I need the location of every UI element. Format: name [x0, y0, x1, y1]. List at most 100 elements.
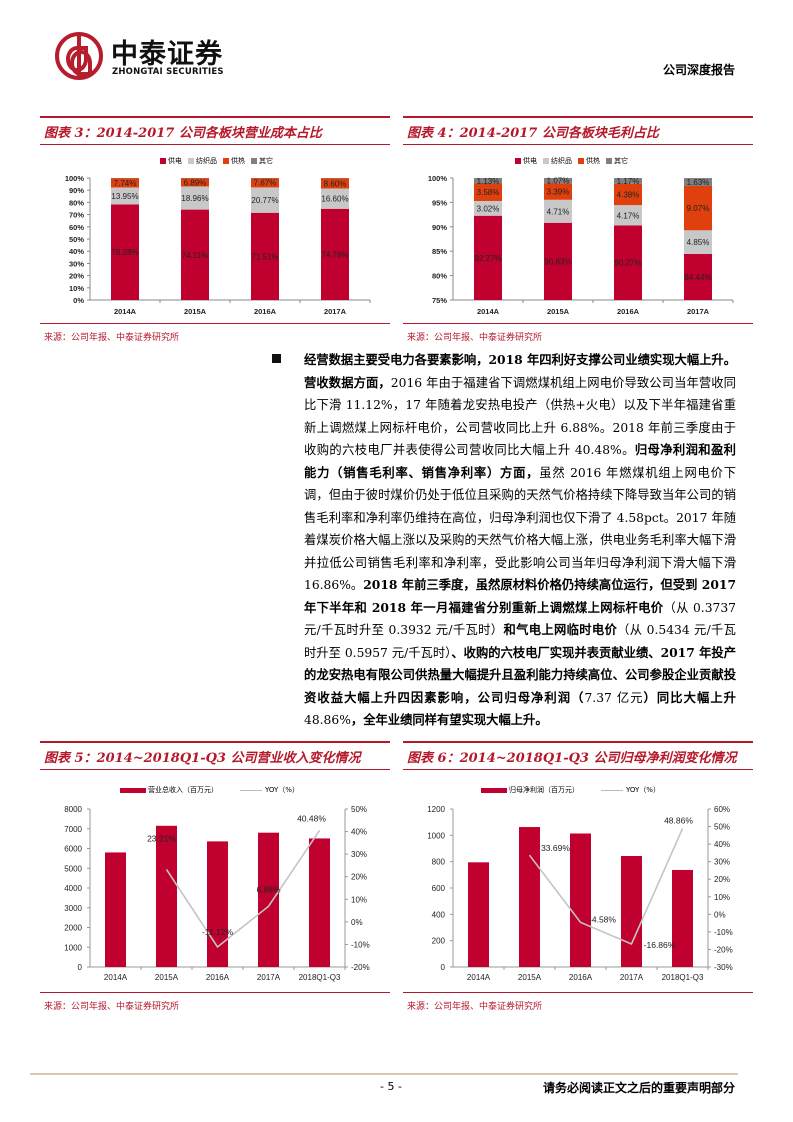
- body-text: （从 0.3737 元/千瓦时升至 0.3932 元/千瓦时）: [304, 600, 736, 638]
- svg-text:2017A: 2017A: [257, 973, 281, 982]
- legend-item: YOY（%）: [240, 785, 299, 795]
- emphasis-text: 2018 年前三季度，虽然原材料价格仍持续高位运行，但受到 2017 年下半年和…: [304, 577, 736, 615]
- figure-title-rule: [403, 769, 753, 770]
- svg-text:90%: 90%: [69, 186, 84, 195]
- svg-text:7.67%: 7.67%: [254, 179, 277, 188]
- svg-text:50%: 50%: [69, 235, 84, 244]
- body-text: 48.86%: [304, 713, 351, 727]
- figure-title-rule: [40, 769, 390, 770]
- svg-text:80%: 80%: [69, 198, 84, 207]
- svg-text:18.96%: 18.96%: [181, 194, 208, 203]
- svg-text:0%: 0%: [73, 296, 84, 305]
- logo-chinese-name: 中泰证券: [111, 39, 223, 70]
- footer-disclaimer: 请务必阅读正文之后的重要声明部分: [542, 1081, 735, 1095]
- body-text: 2016 年由于福建省下调燃煤机组上网电价导致公司当年营收同比下滑 11.12%…: [304, 375, 736, 458]
- body-text: 虽然 2016 年燃煤机组上网电价下调，但由于彼时煤价仍处于低位且采购的天然气价…: [304, 465, 736, 593]
- emphasis-text: 经营数据主要受电力各要素影响，2018 年四利好支撑公司业绩实现大幅上升。营收数…: [304, 352, 737, 390]
- chart-legend: 供电 纺织品 供热 其它: [160, 156, 273, 166]
- legend-item: 纺织品: [188, 156, 217, 166]
- svg-text:6000: 6000: [64, 845, 82, 854]
- svg-text:-20%: -20%: [714, 945, 733, 954]
- svg-text:600: 600: [432, 884, 446, 893]
- figure-top-rule: [403, 116, 753, 118]
- chart-legend: 归母净利润（百万元） YOY（%）: [481, 785, 660, 795]
- svg-text:30%: 30%: [69, 259, 84, 268]
- bullet-icon: [272, 354, 281, 363]
- svg-text:2014A: 2014A: [467, 973, 491, 982]
- svg-text:3.02%: 3.02%: [477, 204, 500, 213]
- svg-text:1200: 1200: [427, 805, 445, 814]
- legend-item: 归母净利润（百万元）: [481, 785, 579, 795]
- legend-item: 营业总收入（百万元）: [120, 785, 218, 795]
- figure-source: 来源：公司年报、中泰证券研究所: [407, 1002, 543, 1012]
- svg-text:6.88%: 6.88%: [256, 884, 281, 894]
- svg-text:3.39%: 3.39%: [547, 187, 570, 196]
- svg-text:71.51%: 71.51%: [251, 252, 278, 261]
- figure-4: 图表 4：2014-2017 公司各板块毛利占比 供电 纺织品 供热 其它 75…: [403, 116, 753, 346]
- svg-text:20%: 20%: [351, 873, 367, 882]
- legend-item: 供热: [578, 156, 600, 166]
- svg-text:9.07%: 9.07%: [687, 204, 710, 213]
- svg-text:2017A: 2017A: [687, 307, 710, 316]
- svg-text:13.95%: 13.95%: [111, 192, 138, 201]
- svg-text:20.77%: 20.77%: [251, 196, 278, 205]
- figure-bottom-rule: [403, 992, 753, 993]
- svg-text:1.63%: 1.63%: [687, 178, 710, 187]
- svg-text:92.27%: 92.27%: [474, 254, 501, 263]
- company-logo: 中泰证券 ZHONGTAI SECURITIES: [55, 32, 245, 82]
- svg-text:70%: 70%: [69, 211, 84, 220]
- figure-source: 来源：公司年报、中泰证券研究所: [44, 333, 180, 343]
- svg-text:90%: 90%: [432, 223, 447, 232]
- svg-text:16.60%: 16.60%: [321, 195, 348, 204]
- svg-text:2015A: 2015A: [518, 973, 542, 982]
- svg-text:40.48%: 40.48%: [297, 813, 326, 823]
- svg-text:10%: 10%: [714, 893, 730, 902]
- svg-text:2015A: 2015A: [547, 307, 570, 316]
- svg-text:2016A: 2016A: [254, 307, 277, 316]
- logo-mark-icon: [55, 32, 103, 80]
- svg-text:2017A: 2017A: [324, 307, 347, 316]
- svg-text:23.21%: 23.21%: [147, 833, 176, 843]
- svg-text:400: 400: [432, 910, 446, 919]
- svg-text:3000: 3000: [64, 904, 82, 913]
- svg-text:2018Q1-Q3: 2018Q1-Q3: [662, 973, 704, 982]
- svg-text:4.71%: 4.71%: [547, 207, 570, 216]
- emphasis-text: ，全年业绩同样有望实现大幅上升。: [350, 712, 548, 727]
- svg-text:-16.86%: -16.86%: [644, 940, 676, 950]
- svg-text:1.07%: 1.07%: [547, 177, 570, 186]
- svg-text:95%: 95%: [432, 198, 447, 207]
- figure-bottom-rule: [403, 323, 753, 324]
- page-number: - 5 -: [380, 1080, 402, 1093]
- svg-text:78.28%: 78.28%: [111, 248, 138, 257]
- svg-text:33.69%: 33.69%: [541, 843, 570, 853]
- svg-text:40%: 40%: [351, 828, 367, 837]
- svg-text:-11.12%: -11.12%: [202, 927, 233, 937]
- stacked-bar-chart: 0% 10% 20% 30% 40% 50% 60% 70% 80% 90% 100% 78.28% 1…: [65, 174, 371, 316]
- svg-text:90.27%: 90.27%: [614, 259, 641, 268]
- bar-line-combo-chart: 0 200 400 600 800 1000 1200 -30% -20% -10% 0% 10% 20…: [427, 805, 733, 982]
- svg-text:2018Q1-Q3: 2018Q1-Q3: [299, 973, 341, 982]
- svg-text:8.60%: 8.60%: [324, 179, 347, 188]
- figure-source: 来源：公司年报、中泰证券研究所: [407, 333, 543, 343]
- emphasis-text: ）同比大幅上升: [643, 689, 736, 705]
- svg-text:6.89%: 6.89%: [184, 178, 207, 187]
- svg-text:90.83%: 90.83%: [544, 257, 571, 266]
- svg-text:-30%: -30%: [714, 963, 733, 972]
- legend-item: 其它: [606, 156, 628, 166]
- svg-text:200: 200: [432, 937, 446, 946]
- svg-text:0%: 0%: [351, 918, 363, 927]
- svg-text:5000: 5000: [64, 864, 82, 873]
- legend-item: 其它: [251, 156, 273, 166]
- figure-top-rule: [40, 741, 390, 743]
- svg-text:74.78%: 74.78%: [321, 250, 348, 259]
- figure-title: 图表 5：2014~2018Q1-Q3 公司营业收入变化情况: [44, 751, 361, 766]
- svg-text:1000: 1000: [64, 943, 82, 952]
- report-type-label: 公司深度报告: [662, 63, 735, 77]
- svg-text:-10%: -10%: [351, 940, 370, 949]
- figure-6: 图表 6：2014~2018Q1-Q3 公司归母净利润变化情况 归母净利润（百万…: [403, 741, 753, 1021]
- svg-text:-4.58%: -4.58%: [589, 914, 616, 924]
- figure-top-rule: [403, 741, 753, 743]
- svg-text:75%: 75%: [432, 296, 447, 305]
- figure-5: 图表 5：2014~2018Q1-Q3 公司营业收入变化情况 营业总收入（百万元…: [40, 741, 390, 1021]
- svg-text:8000: 8000: [64, 805, 82, 814]
